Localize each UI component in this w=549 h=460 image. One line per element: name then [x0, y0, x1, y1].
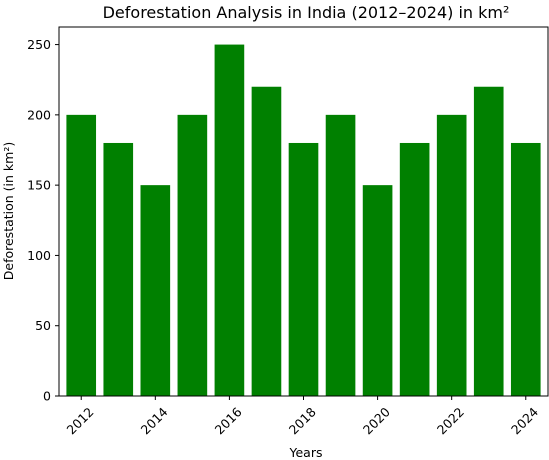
bar-2022: [436, 114, 467, 396]
y-axis-label: Deforestation (in km²): [1, 142, 16, 280]
bar-2013: [103, 142, 134, 396]
y-tick-label-50: 50: [35, 318, 51, 333]
bar-2016: [214, 44, 245, 396]
chart-title: Deforestation Analysis in India (2012–20…: [103, 3, 510, 22]
bar-2018: [288, 142, 319, 396]
bar-2017: [251, 86, 282, 396]
y-tick-label-0: 0: [43, 389, 51, 404]
plot-frame: [58, 26, 549, 397]
y-ticks-layer: 0 50 100 150 200 250: [27, 37, 59, 404]
bar-2021: [399, 142, 430, 396]
y-tick-label-100: 100: [27, 248, 51, 263]
x-tick-label-2014: 2014: [138, 404, 171, 437]
x-axis-label: Years: [289, 445, 323, 460]
x-tick-label-2024: 2024: [508, 404, 541, 437]
bar-2020: [362, 185, 393, 396]
bar-2015: [177, 114, 208, 396]
y-tick-label-150: 150: [27, 178, 51, 193]
bar-2014: [140, 185, 171, 396]
x-tick-label-2018: 2018: [286, 404, 319, 437]
bars-layer: [66, 44, 541, 396]
bar-2024: [510, 142, 541, 396]
x-ticks-layer: 2012 2014 2016 2018 2020 2022 2024: [63, 396, 541, 437]
y-tick-label-250: 250: [27, 37, 51, 52]
x-tick-label-2016: 2016: [212, 404, 245, 437]
bar-2012: [66, 114, 97, 396]
x-tick-label-2022: 2022: [434, 404, 467, 437]
x-tick-label-2020: 2020: [360, 404, 393, 437]
x-tick-label-2012: 2012: [63, 404, 96, 437]
y-tick-label-200: 200: [27, 107, 51, 122]
bar-2019: [325, 114, 356, 396]
bar-2023: [473, 86, 504, 396]
